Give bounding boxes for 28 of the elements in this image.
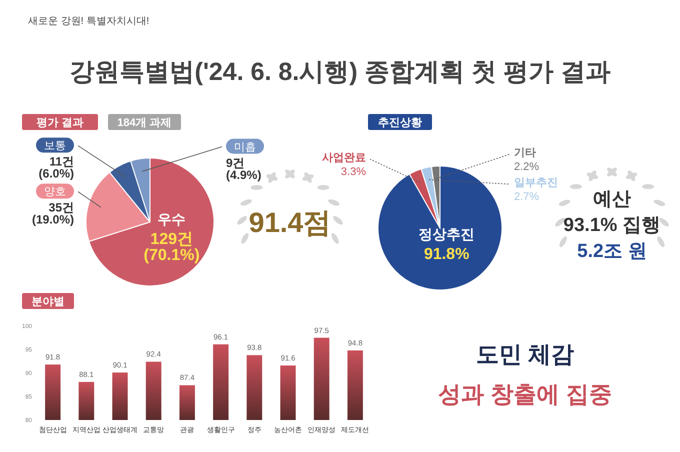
text: 93.1% 집행	[563, 215, 661, 236]
text: 91.4점	[248, 207, 332, 238]
data-label: 35건 (19.0%)	[32, 200, 74, 227]
data-label: 11건 (6.0%)	[38, 154, 74, 181]
slice-label: 양호	[44, 186, 66, 198]
slice-label: 보통	[44, 140, 66, 152]
data-label: 2.2%	[514, 161, 540, 174]
slice-label: 기타	[514, 147, 536, 160]
text: 새로운 강원! 특별자치시대!	[28, 16, 150, 27]
text: 강원특별법('24. 6. 8.시행) 종합계획 첫 평가 결과	[70, 58, 610, 86]
slice-label: 일부추진	[514, 177, 558, 190]
slice-label: 미흡	[234, 141, 256, 154]
slice-label: 우수	[158, 210, 186, 227]
slice-label: 사업완료	[322, 152, 366, 164]
data-label: 2.7%	[514, 191, 540, 204]
chart-title: 추진상황	[378, 117, 422, 129]
text: 예산	[593, 189, 631, 210]
data-label: 91.8%	[424, 246, 470, 264]
text: 성과 창출에 집중	[438, 381, 612, 407]
chart-subtitle: 184개 과제	[117, 117, 172, 129]
data-label: 129건 (70.1%)	[144, 230, 200, 264]
data-label: 9건 (4.9%)	[226, 156, 262, 182]
chart-title: 평가 결과	[36, 117, 84, 129]
chart-title: 분야별	[32, 296, 64, 308]
text: 도민 체감	[476, 341, 574, 367]
text: 5.2조 원	[577, 241, 647, 262]
slice-label: 정상추진	[418, 226, 475, 242]
data-label: 3.3%	[340, 166, 366, 178]
